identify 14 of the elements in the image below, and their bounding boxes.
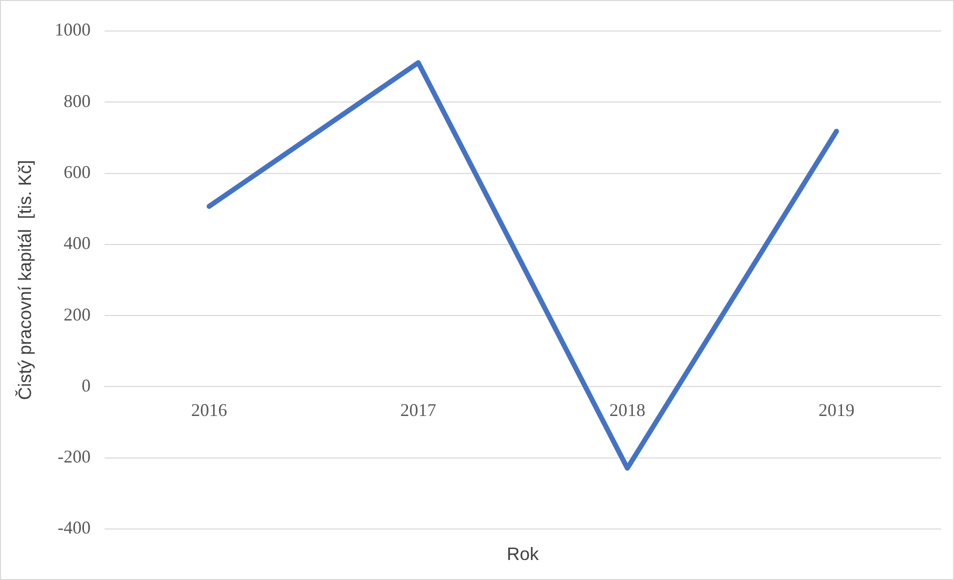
y-tick-label: 400 — [64, 233, 91, 254]
y-tick-label: 600 — [64, 162, 91, 182]
y-tick-label: -400 — [58, 518, 91, 538]
y-tick-label: 200 — [64, 304, 91, 324]
x-tick-label: 2017 — [400, 400, 436, 420]
x-tick-label: 2016 — [191, 400, 228, 420]
x-tick-label: 2018 — [609, 400, 646, 420]
y-tick-label: -200 — [58, 446, 91, 467]
x-axis-title: Rok — [506, 544, 540, 564]
y-axis-title: Čistý pracovní kapitál [tis. Kč] — [14, 160, 35, 400]
y-tick-label: 800 — [64, 90, 91, 111]
y-tick-label: 1000 — [54, 20, 91, 40]
x-tick-label: 2019 — [818, 400, 854, 420]
y-tick-label: 0 — [82, 375, 91, 396]
